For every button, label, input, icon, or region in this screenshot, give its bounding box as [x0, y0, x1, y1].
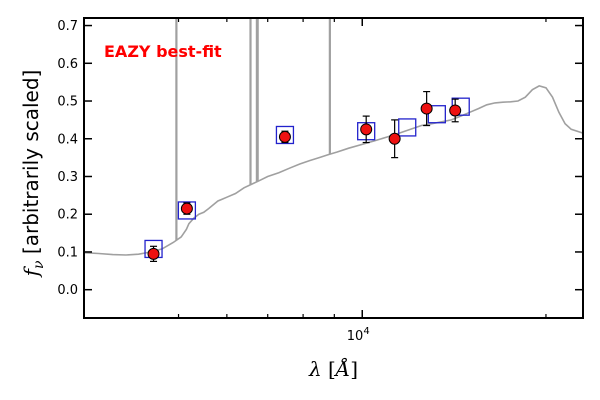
observed-point — [449, 104, 462, 117]
y-tick-label: 0.1 — [57, 245, 78, 260]
y-tick-label: 0.5 — [57, 95, 78, 110]
y-tick-label: 0.6 — [57, 57, 78, 72]
annotation-label: EAZY best-fit — [104, 42, 222, 61]
observed-point — [180, 202, 193, 215]
model-flux-box — [275, 125, 295, 145]
model-box-layer — [144, 97, 470, 259]
observed-point — [278, 130, 291, 143]
plot-frame — [83, 17, 584, 319]
y-tick-label: 0.7 — [57, 19, 78, 34]
x-tick-label: 104 — [347, 326, 370, 344]
observed-point — [388, 132, 401, 145]
y-tick-label: 0.3 — [57, 170, 78, 185]
y-tick-label: 0.0 — [57, 283, 78, 298]
tick-layer: 0.0 0.1 0.2 0.3 0.4 0.5 0.6 0.7 104 — [57, 18, 583, 344]
y-tick-label: 0.4 — [57, 132, 78, 147]
model-spectrum-line — [83, 85, 584, 256]
y-tick-label: 0.2 — [57, 208, 78, 223]
model-spectrum-layer — [83, 18, 584, 256]
observed-point-layer — [147, 102, 462, 260]
observed-point — [147, 247, 160, 260]
y-axis-label: fν [arbitrarily scaled] — [19, 70, 47, 279]
errorbar-layer — [150, 90, 459, 262]
model-flux-box — [177, 201, 197, 220]
x-axis-label: λ [Å] — [308, 356, 358, 381]
observed-point — [420, 102, 433, 115]
model-flux-box — [398, 118, 417, 137]
observed-point — [360, 123, 373, 136]
